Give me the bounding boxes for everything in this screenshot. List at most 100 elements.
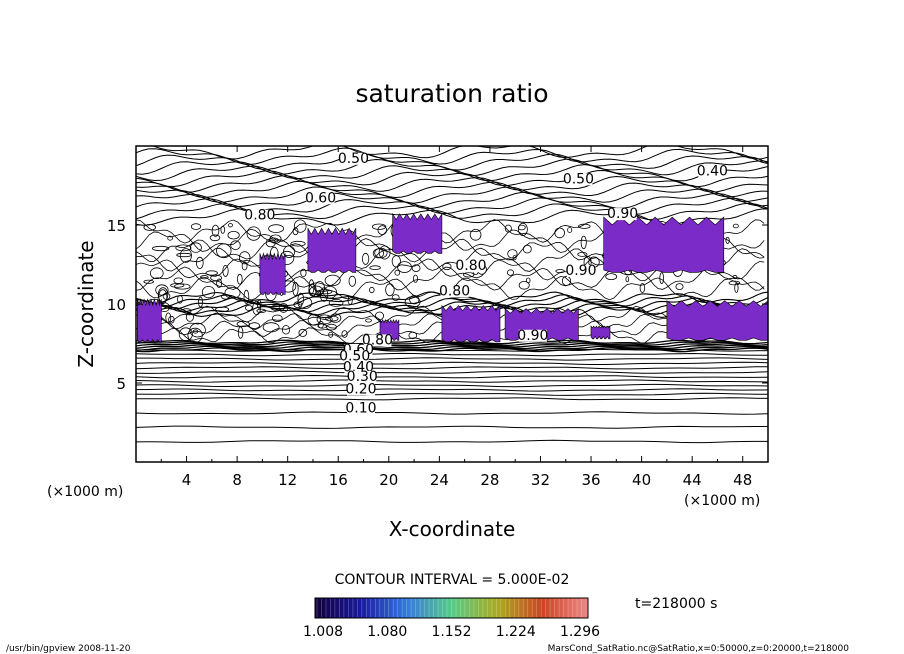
contour-loop [378, 245, 391, 260]
x-tick-label: 12 [278, 471, 297, 489]
supersaturated-region [137, 298, 162, 343]
contour-line [136, 379, 768, 383]
contour-line [136, 347, 768, 353]
supersaturated-region [590, 325, 611, 340]
contour-line [136, 341, 768, 347]
supersaturated-region [307, 227, 357, 273]
contour-loop [292, 227, 299, 236]
contour-loop [567, 227, 573, 233]
contour-label-bg [608, 208, 637, 221]
x-tick-label: 48 [733, 471, 752, 489]
contour-label: 0.90 [607, 206, 638, 222]
contour-loop [215, 306, 230, 313]
contour-loop [196, 256, 204, 269]
contour-loop [177, 294, 183, 304]
contour-loop [179, 248, 192, 263]
contour-line [151, 146, 768, 160]
contour-loop [411, 264, 421, 273]
contour-line [136, 344, 768, 350]
contour-loop [625, 276, 630, 283]
contour-loop [165, 312, 172, 323]
contour-label: 0.60 [305, 190, 336, 206]
contour-loop [374, 311, 384, 321]
x-unit-right: (×1000 m) [684, 493, 760, 509]
contour-loop [227, 230, 240, 240]
contour-loop [268, 224, 285, 233]
contour-label: 0.50 [338, 151, 369, 167]
contour-loop [230, 240, 241, 251]
contour-loop [308, 279, 315, 295]
contour-label: 0.50 [563, 171, 594, 187]
z-axis-ticks: 5 10 15 [107, 217, 768, 393]
contour-loop [365, 318, 372, 323]
contour-line [136, 197, 768, 215]
contour-loop [216, 243, 232, 259]
contour-interval: CONTOUR INTERVAL = 5.000E-02 [335, 572, 570, 588]
x-axis-label: X-coordinate [389, 517, 516, 541]
contour-loop [167, 235, 173, 241]
contour-loop [293, 219, 307, 233]
contour-loop [150, 267, 164, 280]
x-tick-label: 8 [232, 471, 242, 489]
contour-loop [292, 281, 299, 296]
contour-loop [205, 270, 218, 276]
z-tick-label: 15 [107, 217, 126, 235]
contour-loop [341, 330, 348, 338]
contour-line [136, 169, 768, 188]
contour-loop [252, 300, 261, 316]
x-tick-label: 20 [379, 471, 398, 489]
x-unit-left: (×1000 m) [47, 484, 123, 500]
contour-loop [324, 274, 341, 287]
contour-loop [504, 224, 512, 233]
contour-loop [659, 272, 664, 285]
contour-loop [728, 280, 741, 286]
contour-loop [561, 275, 572, 286]
contour-line [136, 266, 765, 291]
contour-loop [469, 229, 482, 241]
contour-label: 0.30 [347, 369, 378, 385]
contour-label-bg [363, 334, 392, 347]
contour-loop [187, 327, 203, 343]
contour-loop [391, 294, 400, 301]
contour-loop [577, 251, 588, 257]
x-tick-label: 4 [182, 471, 192, 489]
supersaturated-region [392, 212, 443, 254]
contour-loop [374, 247, 388, 259]
contour-loop [328, 331, 334, 338]
contour-label-bg [456, 260, 485, 273]
contour-loop [518, 222, 528, 236]
contour-loop [732, 274, 738, 280]
x-tick-label: 28 [480, 471, 499, 489]
contour-line [136, 180, 768, 199]
contour-loop [237, 273, 243, 285]
contour-label-bg [698, 165, 727, 178]
contour-loop [158, 289, 168, 305]
contour-loop [317, 320, 324, 329]
contour-label-bg [348, 370, 377, 383]
contour-label-bg [344, 361, 373, 374]
contour-loop [368, 286, 375, 294]
contour-label: 0.90 [565, 263, 596, 279]
contour-loop [170, 283, 185, 288]
contour-loop [228, 223, 233, 228]
contour-loop [314, 281, 325, 295]
contour-loop [577, 223, 591, 229]
contour-label-bg [245, 209, 274, 222]
contour-loop [517, 224, 526, 231]
contour-line [136, 357, 768, 361]
contour-loop [236, 320, 250, 327]
x-axis-ticks: 4 8 12 16 20 24 28 32 36 40 44 48 [160, 146, 752, 489]
contour-loop [675, 283, 684, 291]
contour-loop [241, 261, 248, 271]
contour-label: 0.10 [345, 400, 376, 416]
contour-loop [278, 303, 289, 313]
contour-label-bg [518, 329, 547, 342]
z-tick-label: 10 [107, 296, 126, 314]
contour-loop [506, 269, 514, 276]
chart-title: saturation ratio [355, 79, 548, 108]
contour-loop [256, 308, 267, 314]
contour-loop [307, 313, 321, 326]
contour-label-bg [339, 152, 368, 165]
contour-loop [248, 322, 260, 329]
contour-loop [256, 299, 262, 309]
